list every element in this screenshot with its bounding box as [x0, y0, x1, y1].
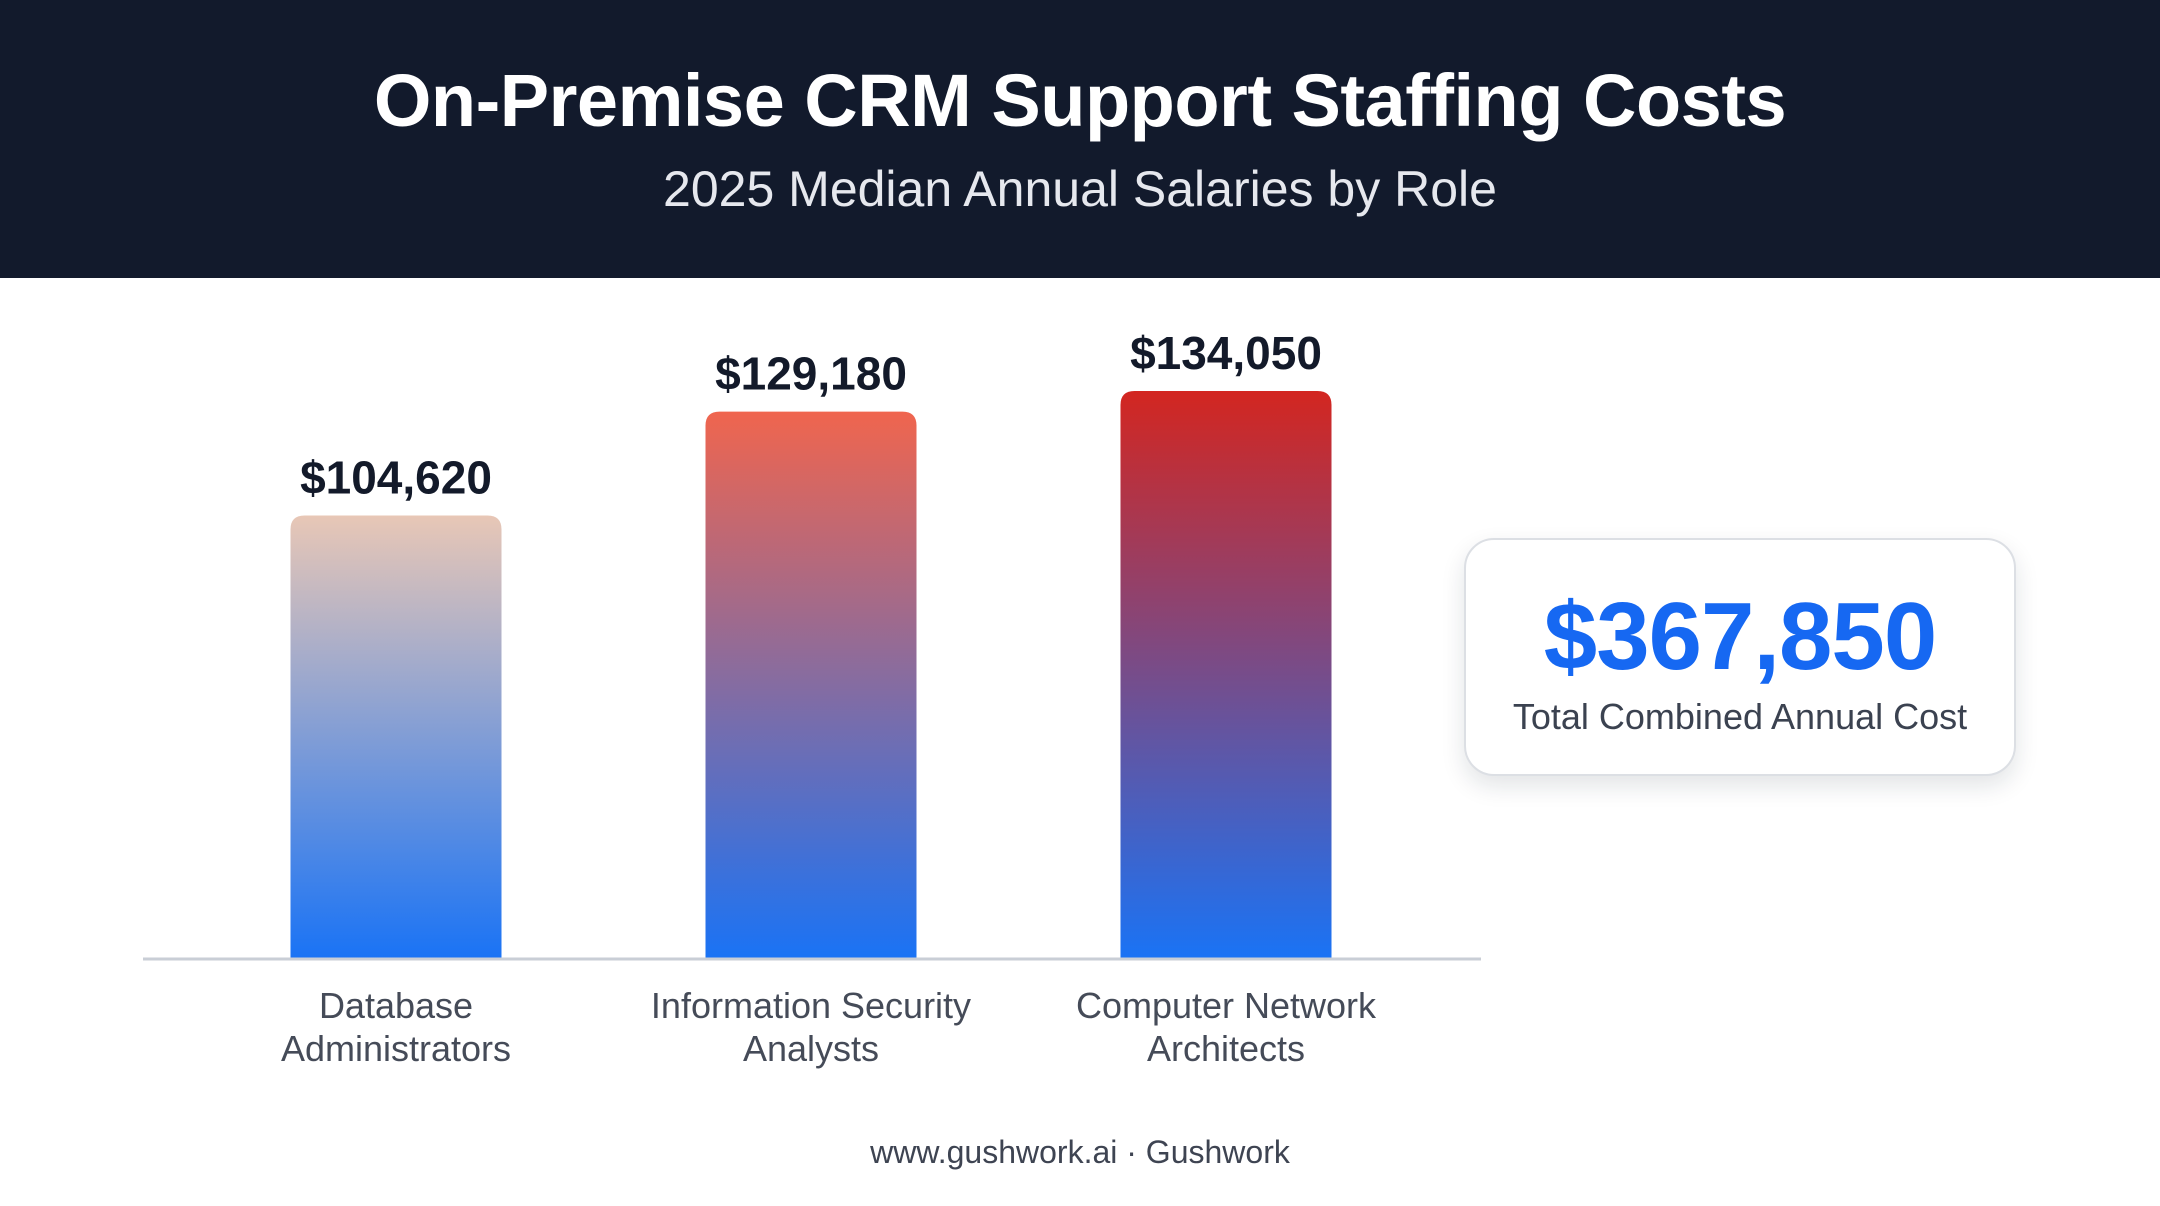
category-label-3-line-1: Computer Network — [1076, 985, 1377, 1026]
category-label-1-line-2: Administrators — [281, 1028, 511, 1069]
bar-value-label-1: $104,620 — [300, 451, 492, 503]
header-banner: On-Premise CRM Support Staffing Costs 20… — [0, 0, 2160, 278]
bar-2 — [705, 411, 917, 958]
category-label-1-line-1: Database — [319, 985, 473, 1026]
total-cost-card: $367,850 Total Combined Annual Cost — [1464, 538, 2016, 776]
total-cost-value: $367,850 — [1543, 583, 1937, 690]
category-label-2-line-1: Information Security — [651, 985, 971, 1026]
category-label-3-line-2: Architects — [1147, 1028, 1305, 1069]
bar-1 — [290, 515, 502, 958]
page-title: On-Premise CRM Support Staffing Costs — [373, 59, 1787, 142]
page-subtitle: 2025 Median Annual Salaries by Role — [663, 161, 1497, 217]
total-cost-label: Total Combined Annual Cost — [1512, 696, 1968, 737]
bar-3 — [1120, 391, 1332, 958]
bar-value-label-3: $134,050 — [1130, 327, 1322, 379]
bar-value-label-2: $129,180 — [715, 348, 907, 400]
category-label-2-line-2: Analysts — [743, 1028, 879, 1069]
footer-credit: www.gushwork.ai · Gushwork — [870, 1134, 1290, 1170]
